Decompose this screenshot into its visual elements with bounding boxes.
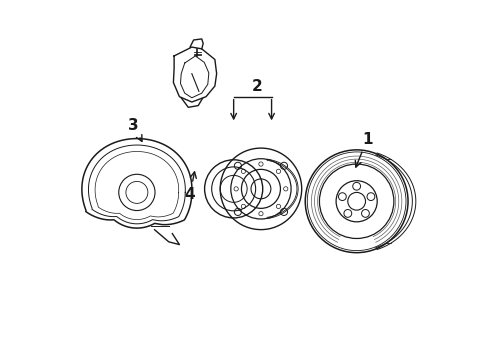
Text: 2: 2 (252, 78, 263, 94)
Text: 1: 1 (355, 132, 372, 167)
Text: 3: 3 (128, 118, 142, 141)
Text: 4: 4 (185, 172, 196, 202)
